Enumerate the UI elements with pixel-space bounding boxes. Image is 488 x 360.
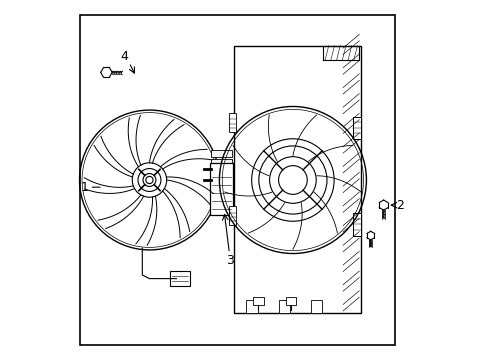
Bar <box>285 297 295 305</box>
Bar <box>246 300 257 314</box>
FancyBboxPatch shape <box>210 177 232 184</box>
FancyBboxPatch shape <box>210 163 232 215</box>
Text: 4: 4 <box>120 50 128 63</box>
FancyBboxPatch shape <box>210 195 232 202</box>
FancyBboxPatch shape <box>210 159 232 166</box>
FancyBboxPatch shape <box>210 168 232 175</box>
Bar <box>352 213 360 235</box>
Bar <box>352 117 360 139</box>
Text: 3: 3 <box>226 254 234 267</box>
Bar <box>310 300 322 314</box>
Text: 1: 1 <box>81 181 89 194</box>
Text: 2: 2 <box>396 199 404 212</box>
Bar <box>233 45 360 313</box>
FancyBboxPatch shape <box>210 186 232 193</box>
Bar <box>229 113 235 132</box>
FancyBboxPatch shape <box>170 271 189 286</box>
Bar <box>278 300 289 314</box>
Bar <box>80 15 394 345</box>
FancyBboxPatch shape <box>210 150 232 157</box>
Bar <box>253 297 263 305</box>
Bar <box>229 206 235 225</box>
